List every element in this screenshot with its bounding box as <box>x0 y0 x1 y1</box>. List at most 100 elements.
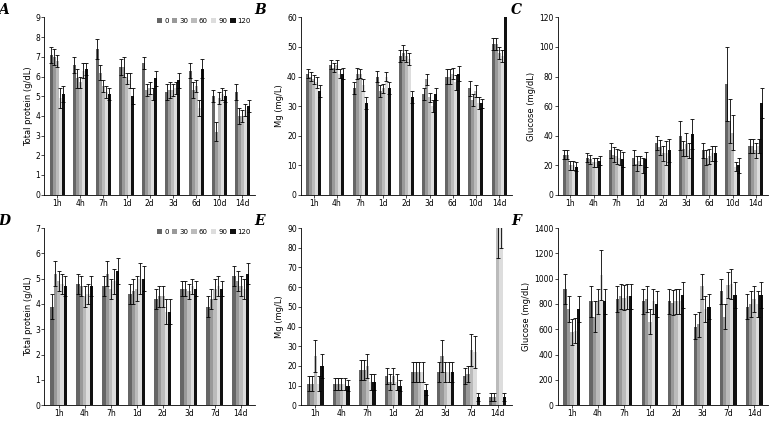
Bar <box>332 68 335 195</box>
Bar <box>212 96 215 195</box>
Bar <box>674 301 678 405</box>
Bar <box>80 286 83 405</box>
Bar <box>361 85 365 195</box>
Bar <box>572 165 575 195</box>
Bar <box>645 299 649 405</box>
Bar <box>77 284 80 405</box>
Bar <box>312 79 315 195</box>
Y-axis label: Glucose (mg/dL): Glucose (mg/dL) <box>527 72 536 141</box>
Bar <box>215 131 217 195</box>
Bar <box>83 296 87 405</box>
Y-axis label: Total protein (g/dL): Total protein (g/dL) <box>23 277 33 357</box>
Bar <box>592 162 595 195</box>
Bar <box>315 82 318 195</box>
Bar <box>714 153 717 195</box>
Bar <box>119 67 122 195</box>
Bar <box>238 116 241 195</box>
Bar <box>168 312 171 405</box>
Bar <box>85 69 87 195</box>
Text: B: B <box>255 3 266 17</box>
Bar <box>166 92 169 195</box>
Bar <box>504 0 507 195</box>
Bar <box>102 86 105 195</box>
Bar <box>615 156 618 195</box>
Bar <box>733 295 737 405</box>
Bar <box>197 108 200 195</box>
Bar <box>200 69 204 195</box>
Bar <box>122 67 125 195</box>
Bar <box>53 273 57 405</box>
Y-axis label: Mg (mg/L): Mg (mg/L) <box>276 85 284 128</box>
Bar <box>96 49 99 195</box>
Bar <box>385 76 388 195</box>
Bar <box>405 56 408 195</box>
Bar <box>207 307 210 405</box>
Bar <box>385 376 389 405</box>
Bar <box>128 294 132 405</box>
Bar <box>603 301 606 405</box>
Bar <box>330 65 332 195</box>
Bar <box>378 91 382 195</box>
Bar <box>146 90 149 195</box>
Bar <box>318 91 321 195</box>
Bar <box>563 289 567 405</box>
Bar <box>491 44 495 195</box>
Bar <box>221 94 224 195</box>
Bar <box>236 281 239 405</box>
Bar <box>748 146 752 195</box>
Bar <box>395 382 399 405</box>
Bar <box>392 376 395 405</box>
Bar <box>652 301 655 405</box>
Bar <box>478 103 481 195</box>
Bar <box>679 136 682 195</box>
Bar <box>570 332 574 405</box>
Bar <box>87 294 90 405</box>
Bar <box>224 96 227 195</box>
Bar <box>174 88 177 195</box>
Bar <box>189 71 192 195</box>
Bar <box>440 356 444 405</box>
Bar <box>760 103 763 195</box>
Bar <box>754 151 757 195</box>
Bar <box>347 385 350 405</box>
Bar <box>489 397 492 405</box>
Bar <box>50 307 53 405</box>
Bar <box>566 155 569 195</box>
Bar <box>639 161 642 195</box>
Bar <box>57 281 60 405</box>
Bar <box>340 384 343 405</box>
Bar <box>700 286 704 405</box>
Bar <box>642 165 645 195</box>
Bar <box>421 372 424 405</box>
Y-axis label: Mg (mg/L): Mg (mg/L) <box>276 295 284 338</box>
Bar <box>609 151 612 195</box>
Bar <box>169 90 172 195</box>
Bar <box>428 97 431 195</box>
Bar <box>645 159 647 195</box>
Bar <box>437 372 440 405</box>
Bar <box>759 295 762 405</box>
Bar <box>749 304 752 405</box>
Bar <box>468 88 471 195</box>
Bar <box>90 286 93 405</box>
Bar <box>402 53 405 195</box>
Bar <box>659 148 662 195</box>
Bar <box>595 162 598 195</box>
Bar <box>362 370 365 405</box>
Bar <box>73 65 76 195</box>
Bar <box>434 94 437 195</box>
Bar <box>125 78 128 195</box>
Bar <box>477 397 480 405</box>
Bar <box>76 78 79 195</box>
Bar <box>598 161 601 195</box>
Bar <box>725 84 728 195</box>
Legend: 0, 30, 60, 90, 120: 0, 30, 60, 90, 120 <box>156 17 252 25</box>
Bar <box>457 73 461 195</box>
Bar <box>99 73 102 195</box>
Bar <box>682 149 685 195</box>
Bar <box>109 289 112 405</box>
Bar <box>708 156 711 195</box>
Bar <box>745 307 749 405</box>
Bar <box>577 309 580 405</box>
Bar <box>235 92 238 195</box>
